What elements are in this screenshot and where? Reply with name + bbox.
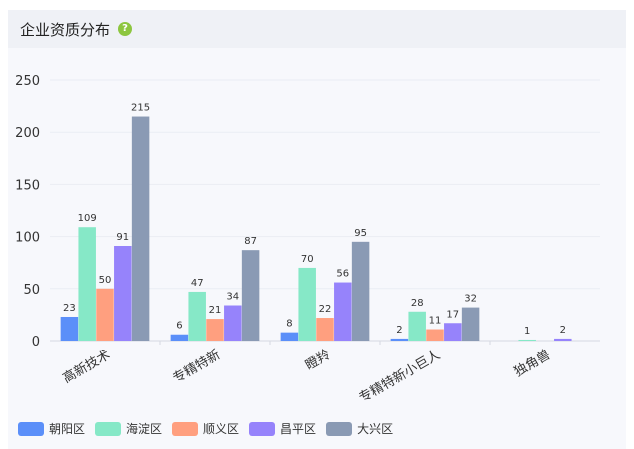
bar[interactable] (334, 282, 352, 341)
bar[interactable] (170, 334, 189, 341)
x-tick-label: 专精特新 (170, 347, 223, 387)
help-icon[interactable]: ? (118, 22, 133, 36)
legend-item[interactable]: 大兴区 (326, 420, 393, 437)
data-label: 215 (131, 103, 150, 114)
card-title: 企业资质分布 (20, 20, 111, 39)
legend-item[interactable]: 朝阳区 (18, 420, 85, 437)
bar[interactable] (390, 338, 409, 341)
bar[interactable] (316, 318, 334, 341)
bar[interactable] (298, 267, 316, 341)
bar[interactable] (351, 241, 370, 341)
bar[interactable] (461, 307, 480, 341)
x-tick-label: 高新技术 (60, 347, 113, 387)
bar[interactable] (206, 319, 224, 341)
y-tick-label: 150 (15, 178, 40, 193)
legend-label: 朝阳区 (49, 422, 86, 436)
bar[interactable] (518, 339, 536, 341)
x-tick-label: 瞪羚 (303, 347, 333, 373)
legend-swatch (18, 421, 44, 436)
bar[interactable] (96, 288, 114, 341)
data-label: 109 (78, 213, 97, 224)
data-label: 22 (319, 304, 332, 315)
legend-label: 大兴区 (357, 422, 394, 436)
chart-card: 企业资质分布 ? (8, 10, 626, 449)
legend-label: 顺义区 (203, 422, 240, 436)
y-tick-label: 100 (15, 231, 40, 246)
x-tick-label: 专精特新小巨人 (356, 347, 443, 406)
legend-swatch (249, 421, 276, 436)
bar[interactable] (444, 323, 462, 341)
data-label: 28 (411, 298, 424, 309)
bar[interactable] (426, 329, 444, 341)
data-label: 2 (396, 325, 402, 336)
bar[interactable] (554, 338, 572, 341)
bar[interactable] (188, 291, 206, 341)
bar[interactable] (60, 316, 79, 341)
legend-item[interactable]: 顺义区 (172, 420, 239, 437)
bar[interactable] (114, 245, 132, 341)
bar[interactable] (408, 311, 426, 341)
card-header: 企业资质分布 ? (8, 10, 626, 48)
data-label: 91 (116, 232, 129, 243)
data-label: 56 (336, 269, 349, 280)
data-label: 87 (244, 236, 257, 247)
bar[interactable] (78, 227, 96, 341)
data-label: 21 (209, 305, 222, 316)
data-label: 17 (446, 309, 459, 320)
legend-label: 昌平区 (280, 422, 317, 436)
data-label: 1 (524, 326, 530, 337)
data-label: 2 (560, 325, 566, 336)
bar[interactable] (224, 305, 242, 341)
y-tick-label: 50 (23, 283, 40, 298)
bar[interactable] (131, 116, 150, 341)
legend-item[interactable]: 海淀区 (95, 420, 162, 437)
legend-swatch (172, 421, 199, 436)
data-label: 6 (176, 321, 182, 332)
data-label: 8 (286, 319, 292, 330)
y-tick-label: 250 (15, 74, 40, 89)
data-label: 70 (301, 254, 314, 265)
y-tick-label: 0 (32, 335, 40, 350)
legend-label: 海淀区 (126, 422, 163, 436)
data-label: 11 (429, 316, 442, 327)
data-label: 23 (63, 303, 76, 314)
x-tick-label: 独角兽 (512, 347, 553, 379)
chart-legend: 朝阳区 海淀区 顺义区 昌平区 大兴区 (18, 420, 403, 437)
data-label: 50 (99, 275, 112, 286)
legend-swatch (95, 421, 122, 436)
bar[interactable] (280, 332, 299, 341)
legend-item[interactable]: 昌平区 (249, 420, 316, 437)
y-tick-label: 200 (15, 126, 40, 141)
data-label: 34 (226, 292, 239, 303)
data-label: 95 (354, 228, 367, 239)
bar[interactable] (241, 250, 260, 341)
data-label: 47 (191, 278, 204, 289)
legend-swatch (326, 421, 353, 436)
data-label: 32 (464, 294, 477, 305)
